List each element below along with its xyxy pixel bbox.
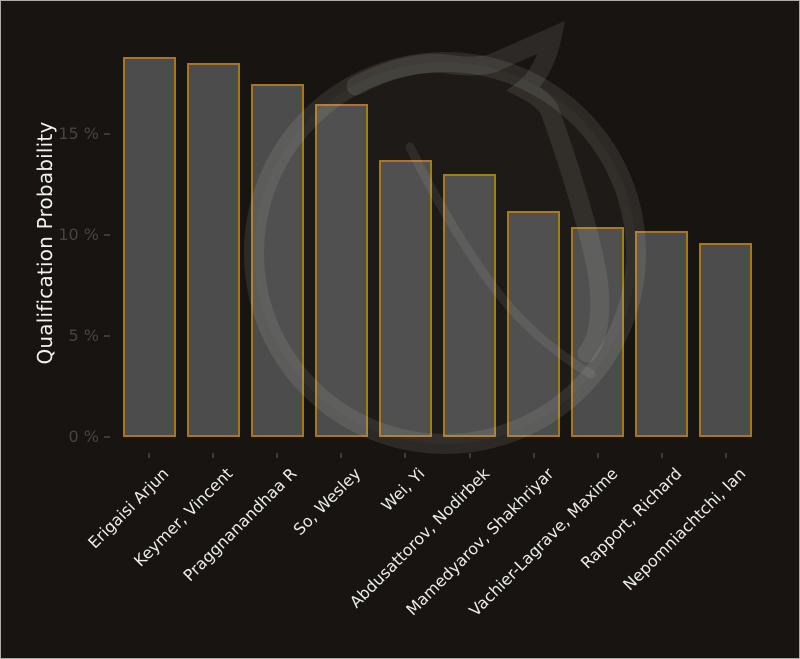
- x-tick-mark: [340, 453, 343, 458]
- x-tick-mark: [660, 453, 663, 458]
- x-tick-mark: [724, 453, 727, 458]
- bar: [314, 103, 368, 437]
- bar: [443, 174, 496, 437]
- y-tick-mark: [104, 133, 110, 135]
- bar: [507, 210, 561, 437]
- y-tick-mark: [104, 335, 110, 337]
- bar: [122, 57, 176, 437]
- y-tick-mark: [104, 436, 110, 438]
- x-tick-mark: [532, 453, 535, 458]
- bar: [378, 160, 432, 437]
- x-tick-mark: [468, 453, 471, 458]
- x-tick-mark: [212, 453, 215, 458]
- x-tick-mark: [404, 453, 407, 458]
- x-tick-mark: [148, 453, 150, 458]
- bar: [635, 230, 689, 437]
- y-tick-mark: [104, 234, 110, 236]
- x-tick-mark: [596, 453, 599, 458]
- y-tick-label: 10 %: [58, 225, 99, 244]
- y-tick-label: 0 %: [68, 427, 99, 446]
- y-tick-label: 15 %: [58, 124, 99, 143]
- bar: [571, 226, 625, 437]
- x-tick-label: Praggnanandhaa R: [179, 464, 301, 586]
- x-tick-label: Wei, Yi: [377, 464, 429, 515]
- bar: [699, 243, 753, 437]
- x-tick-mark: [276, 453, 279, 458]
- bar: [250, 83, 304, 437]
- x-tick-label: Nepomniachtchi, Ian: [619, 464, 750, 595]
- x-tick-label: So, Wesley: [289, 464, 365, 539]
- bar: [186, 63, 240, 437]
- y-tick-label: 5 %: [68, 326, 99, 345]
